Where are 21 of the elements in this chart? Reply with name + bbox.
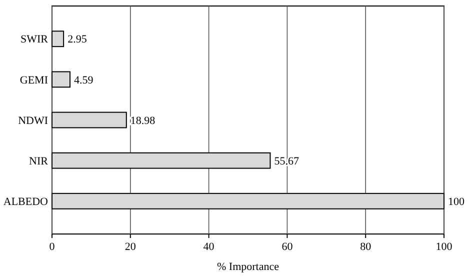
x-tick-label: 80 <box>360 241 372 253</box>
x-tick-label: 20 <box>124 241 136 253</box>
y-tick-label: NIR <box>29 155 49 168</box>
x-axis-title: % Importance <box>217 261 280 273</box>
bar <box>52 71 70 88</box>
data-label: 100 <box>448 196 465 208</box>
y-tick-label: SWIR <box>20 34 49 46</box>
bar <box>52 152 271 169</box>
y-tick-label: ALBEDO <box>3 196 48 208</box>
data-label: 18.98 <box>130 114 156 127</box>
bar <box>52 30 64 48</box>
x-tick-label: 40 <box>203 241 215 253</box>
bar <box>52 112 127 128</box>
x-tick-label: 60 <box>282 241 294 253</box>
x-tick-label: 0 <box>49 241 56 253</box>
data-label: 4.59 <box>74 74 94 86</box>
data-label: 2.95 <box>68 34 88 46</box>
x-tick-label: 100 <box>436 241 453 253</box>
y-tick-label: GEMI <box>20 74 48 86</box>
y-tick-label: NDWI <box>18 114 48 127</box>
bar <box>52 192 444 210</box>
